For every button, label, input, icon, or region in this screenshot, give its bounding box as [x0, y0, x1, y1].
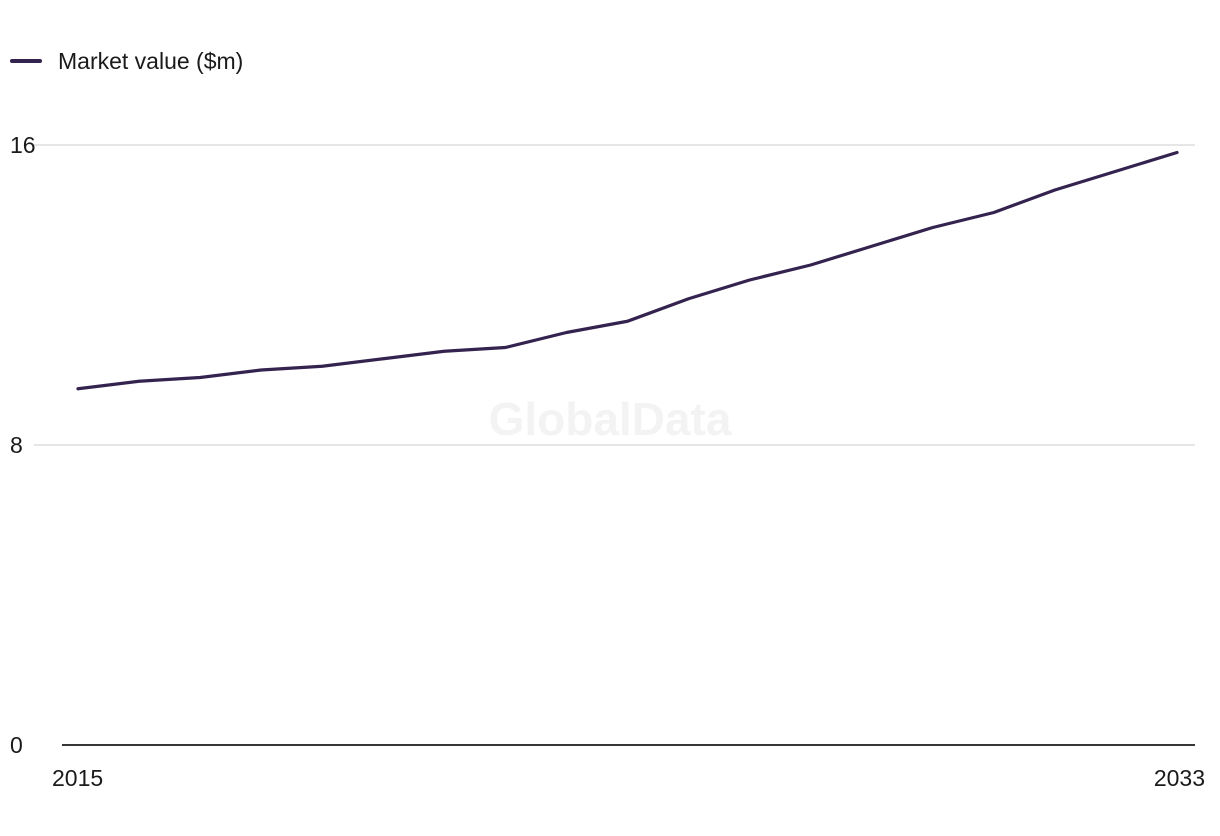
y-axis-ticks: 0 8 16 — [10, 132, 36, 758]
data-point — [931, 226, 934, 229]
data-point — [1053, 189, 1056, 192]
y-tick-label: 8 — [10, 432, 23, 458]
data-point — [1114, 170, 1117, 173]
data-point — [138, 380, 141, 383]
legend-label: Market value ($m) — [58, 47, 244, 74]
data-point — [992, 211, 995, 214]
data-point — [260, 369, 263, 372]
data-point — [321, 365, 324, 368]
data-point — [687, 297, 690, 300]
y-tick-label: 16 — [10, 132, 36, 158]
data-point — [809, 264, 812, 267]
data-point — [382, 357, 385, 360]
series-line — [76, 150, 1179, 391]
data-point — [199, 376, 202, 379]
legend: Market value ($m) — [10, 46, 243, 76]
data-point — [626, 320, 629, 323]
data-point — [443, 350, 446, 353]
x-tick-label: 2015 — [52, 765, 103, 791]
data-point — [504, 346, 507, 349]
data-point — [870, 245, 873, 248]
y-tick-label: 0 — [10, 732, 23, 758]
series-layer — [76, 150, 1179, 391]
x-axis-ticks: 2015 2033 — [52, 765, 1205, 791]
data-point — [748, 279, 751, 282]
data-point — [565, 331, 568, 334]
data-point — [77, 387, 80, 390]
x-tick-label: 2033 — [1154, 765, 1205, 791]
data-point — [1176, 151, 1179, 154]
watermark: GlobalData — [489, 393, 732, 445]
legend-swatch — [10, 59, 42, 63]
gridlines — [34, 144, 1195, 446]
